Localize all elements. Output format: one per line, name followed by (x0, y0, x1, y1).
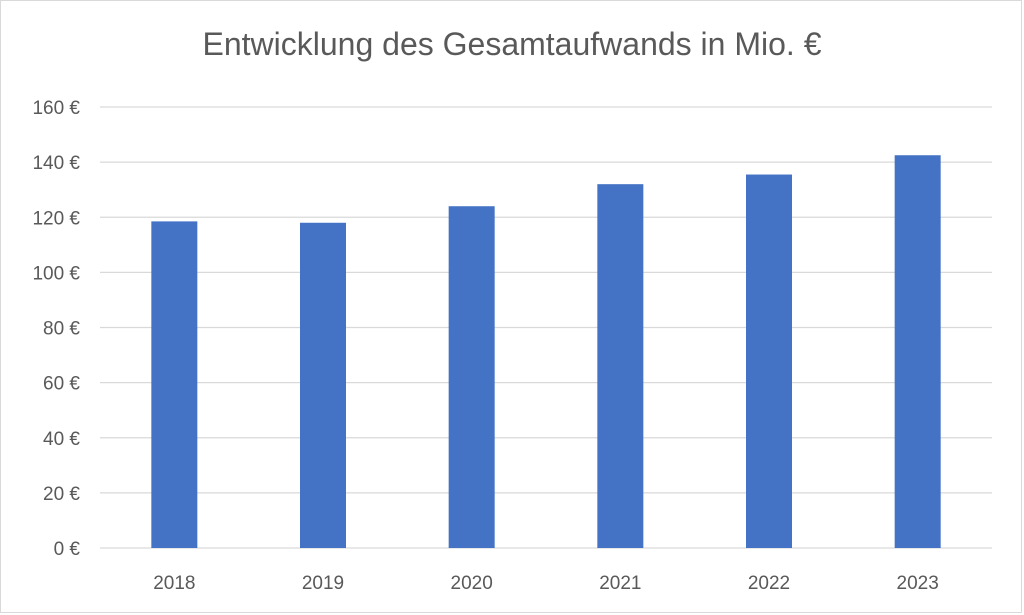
y-tick-label: 40 € (43, 429, 80, 450)
y-tick-label: 100 € (32, 263, 80, 284)
x-tick-label: 2019 (302, 573, 344, 594)
x-tick-label: 2021 (599, 573, 641, 594)
x-tick-label: 2022 (748, 573, 790, 594)
y-tick-label: 20 € (43, 484, 80, 505)
bar-2019 (300, 222, 346, 548)
chart-title: Entwicklung des Gesamtaufwands in Mio. € (202, 26, 822, 62)
x-tick-label: 2020 (451, 573, 493, 594)
bars (151, 155, 941, 549)
x-tick-label: 2018 (153, 573, 195, 594)
y-tick-label: 160 € (32, 98, 80, 119)
bar-2018 (151, 221, 198, 548)
gridlines (100, 106, 992, 549)
bar-2021 (597, 184, 644, 549)
y-tick-label: 0 € (54, 539, 81, 560)
bar-2020 (448, 206, 495, 548)
y-axis-tick-labels: 0 € 20 € 40 € 60 € 80 € 100 € 120 € 140 € 160 € (32, 98, 80, 560)
x-axis-tick-labels: 2018 2019 2020 2021 2022 2023 (153, 573, 939, 594)
x-tick-label: 2023 (897, 573, 939, 594)
y-tick-label: 80 € (43, 319, 80, 340)
bar-2022 (746, 174, 792, 548)
bar-2023 (894, 155, 941, 548)
y-tick-label: 60 € (43, 374, 80, 395)
y-tick-label: 140 € (32, 153, 80, 174)
y-tick-label: 120 € (32, 208, 80, 229)
